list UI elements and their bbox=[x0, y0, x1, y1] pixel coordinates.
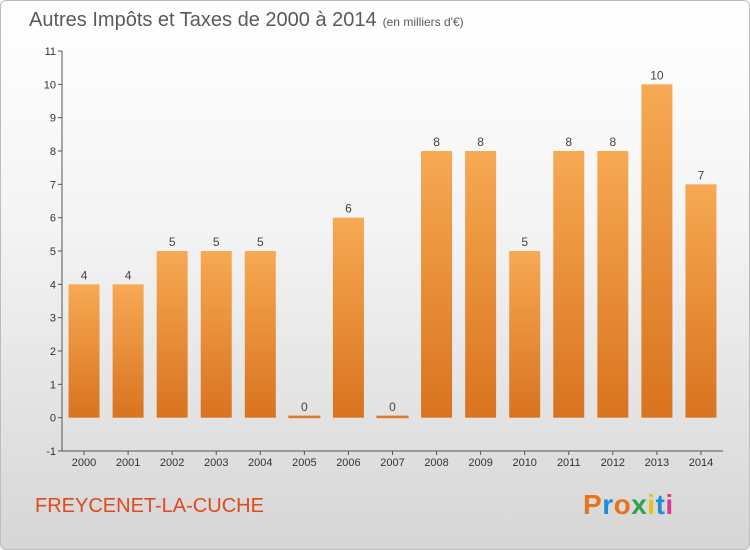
bar-2009 bbox=[465, 151, 497, 418]
logo-letter: o bbox=[613, 489, 632, 520]
bar-value-label: 10 bbox=[650, 68, 664, 82]
y-tick-label: 7 bbox=[50, 179, 56, 191]
bar-2008 bbox=[421, 151, 453, 418]
bar-2013 bbox=[641, 84, 673, 418]
bar-2012 bbox=[597, 151, 629, 418]
bar-2006 bbox=[332, 217, 364, 418]
y-tick-label: 6 bbox=[50, 213, 56, 225]
x-tick-label: 2014 bbox=[689, 457, 713, 469]
bar-value-label: 8 bbox=[433, 135, 440, 149]
proxiti-logo: Proxiti bbox=[583, 489, 674, 521]
commune-name: FREYCENET-LA-CUCHE bbox=[35, 495, 264, 517]
y-tick-label: 3 bbox=[50, 313, 56, 325]
bar-value-label: 5 bbox=[169, 235, 176, 249]
bar-value-label: 4 bbox=[81, 268, 88, 282]
unit-note: (en milliers d'€) bbox=[382, 15, 464, 29]
bar-value-label: 5 bbox=[521, 235, 528, 249]
bar-2005 bbox=[288, 415, 321, 419]
y-tick-label: 9 bbox=[50, 113, 56, 125]
x-tick-label: 2004 bbox=[248, 457, 272, 469]
x-tick-label: 2009 bbox=[468, 457, 492, 469]
x-tick-label: 2007 bbox=[380, 457, 404, 469]
logo-letter: P bbox=[583, 489, 603, 520]
y-tick-label: 4 bbox=[50, 279, 56, 291]
bar-value-label: 5 bbox=[213, 235, 220, 249]
title-text: Autres Impôts et Taxes de 2000 à 2014 bbox=[29, 9, 377, 31]
bar-value-label: 7 bbox=[698, 168, 705, 182]
bar-value-label: 0 bbox=[301, 400, 308, 414]
bar-value-label: 4 bbox=[125, 268, 132, 282]
y-tick-label: 11 bbox=[45, 46, 56, 58]
logo-letter: x bbox=[631, 489, 648, 520]
bar-2007 bbox=[376, 415, 409, 419]
logo-letter: t bbox=[655, 489, 666, 520]
bar-value-label: 8 bbox=[565, 135, 572, 149]
bar-2004 bbox=[244, 251, 276, 418]
x-tick-label: 2011 bbox=[557, 457, 581, 469]
x-tick-label: 2013 bbox=[645, 457, 669, 469]
y-tick-label: 1 bbox=[50, 379, 56, 391]
x-tick-label: 2002 bbox=[160, 457, 184, 469]
bar-value-label: 6 bbox=[345, 202, 352, 216]
logo-letter: i bbox=[647, 489, 656, 520]
bar-2003 bbox=[200, 251, 232, 418]
y-tick-label: 8 bbox=[50, 146, 56, 158]
logo-letter: r bbox=[602, 489, 614, 520]
logo-letter: i bbox=[665, 489, 674, 520]
bar-2014 bbox=[685, 184, 717, 418]
x-tick-label: 2010 bbox=[512, 457, 536, 469]
x-tick-label: 2012 bbox=[601, 457, 625, 469]
y-tick-label: -1 bbox=[46, 446, 56, 458]
bar-value-label: 8 bbox=[609, 135, 616, 149]
y-tick-label: 0 bbox=[50, 413, 56, 425]
bar-2011 bbox=[553, 151, 585, 418]
bar-value-label: 5 bbox=[257, 235, 264, 249]
x-tick-label: 2005 bbox=[292, 457, 316, 469]
x-tick-label: 2001 bbox=[116, 457, 140, 469]
x-tick-label: 2003 bbox=[204, 457, 228, 469]
bar-value-label: 0 bbox=[389, 400, 396, 414]
chart-title: Autres Impôts et Taxes de 2000 à 2014 (en… bbox=[29, 9, 464, 32]
bar-2010 bbox=[509, 251, 541, 418]
x-tick-label: 2008 bbox=[424, 457, 448, 469]
bar-2000 bbox=[68, 284, 100, 418]
x-tick-label: 2006 bbox=[336, 457, 360, 469]
y-tick-label: 2 bbox=[50, 346, 56, 358]
bar-2001 bbox=[112, 284, 144, 418]
y-tick-label: 10 bbox=[44, 79, 56, 91]
bar-value-label: 8 bbox=[477, 135, 484, 149]
y-tick-label: 5 bbox=[50, 246, 56, 258]
bar-2002 bbox=[156, 251, 188, 418]
x-tick-label: 2000 bbox=[72, 457, 96, 469]
